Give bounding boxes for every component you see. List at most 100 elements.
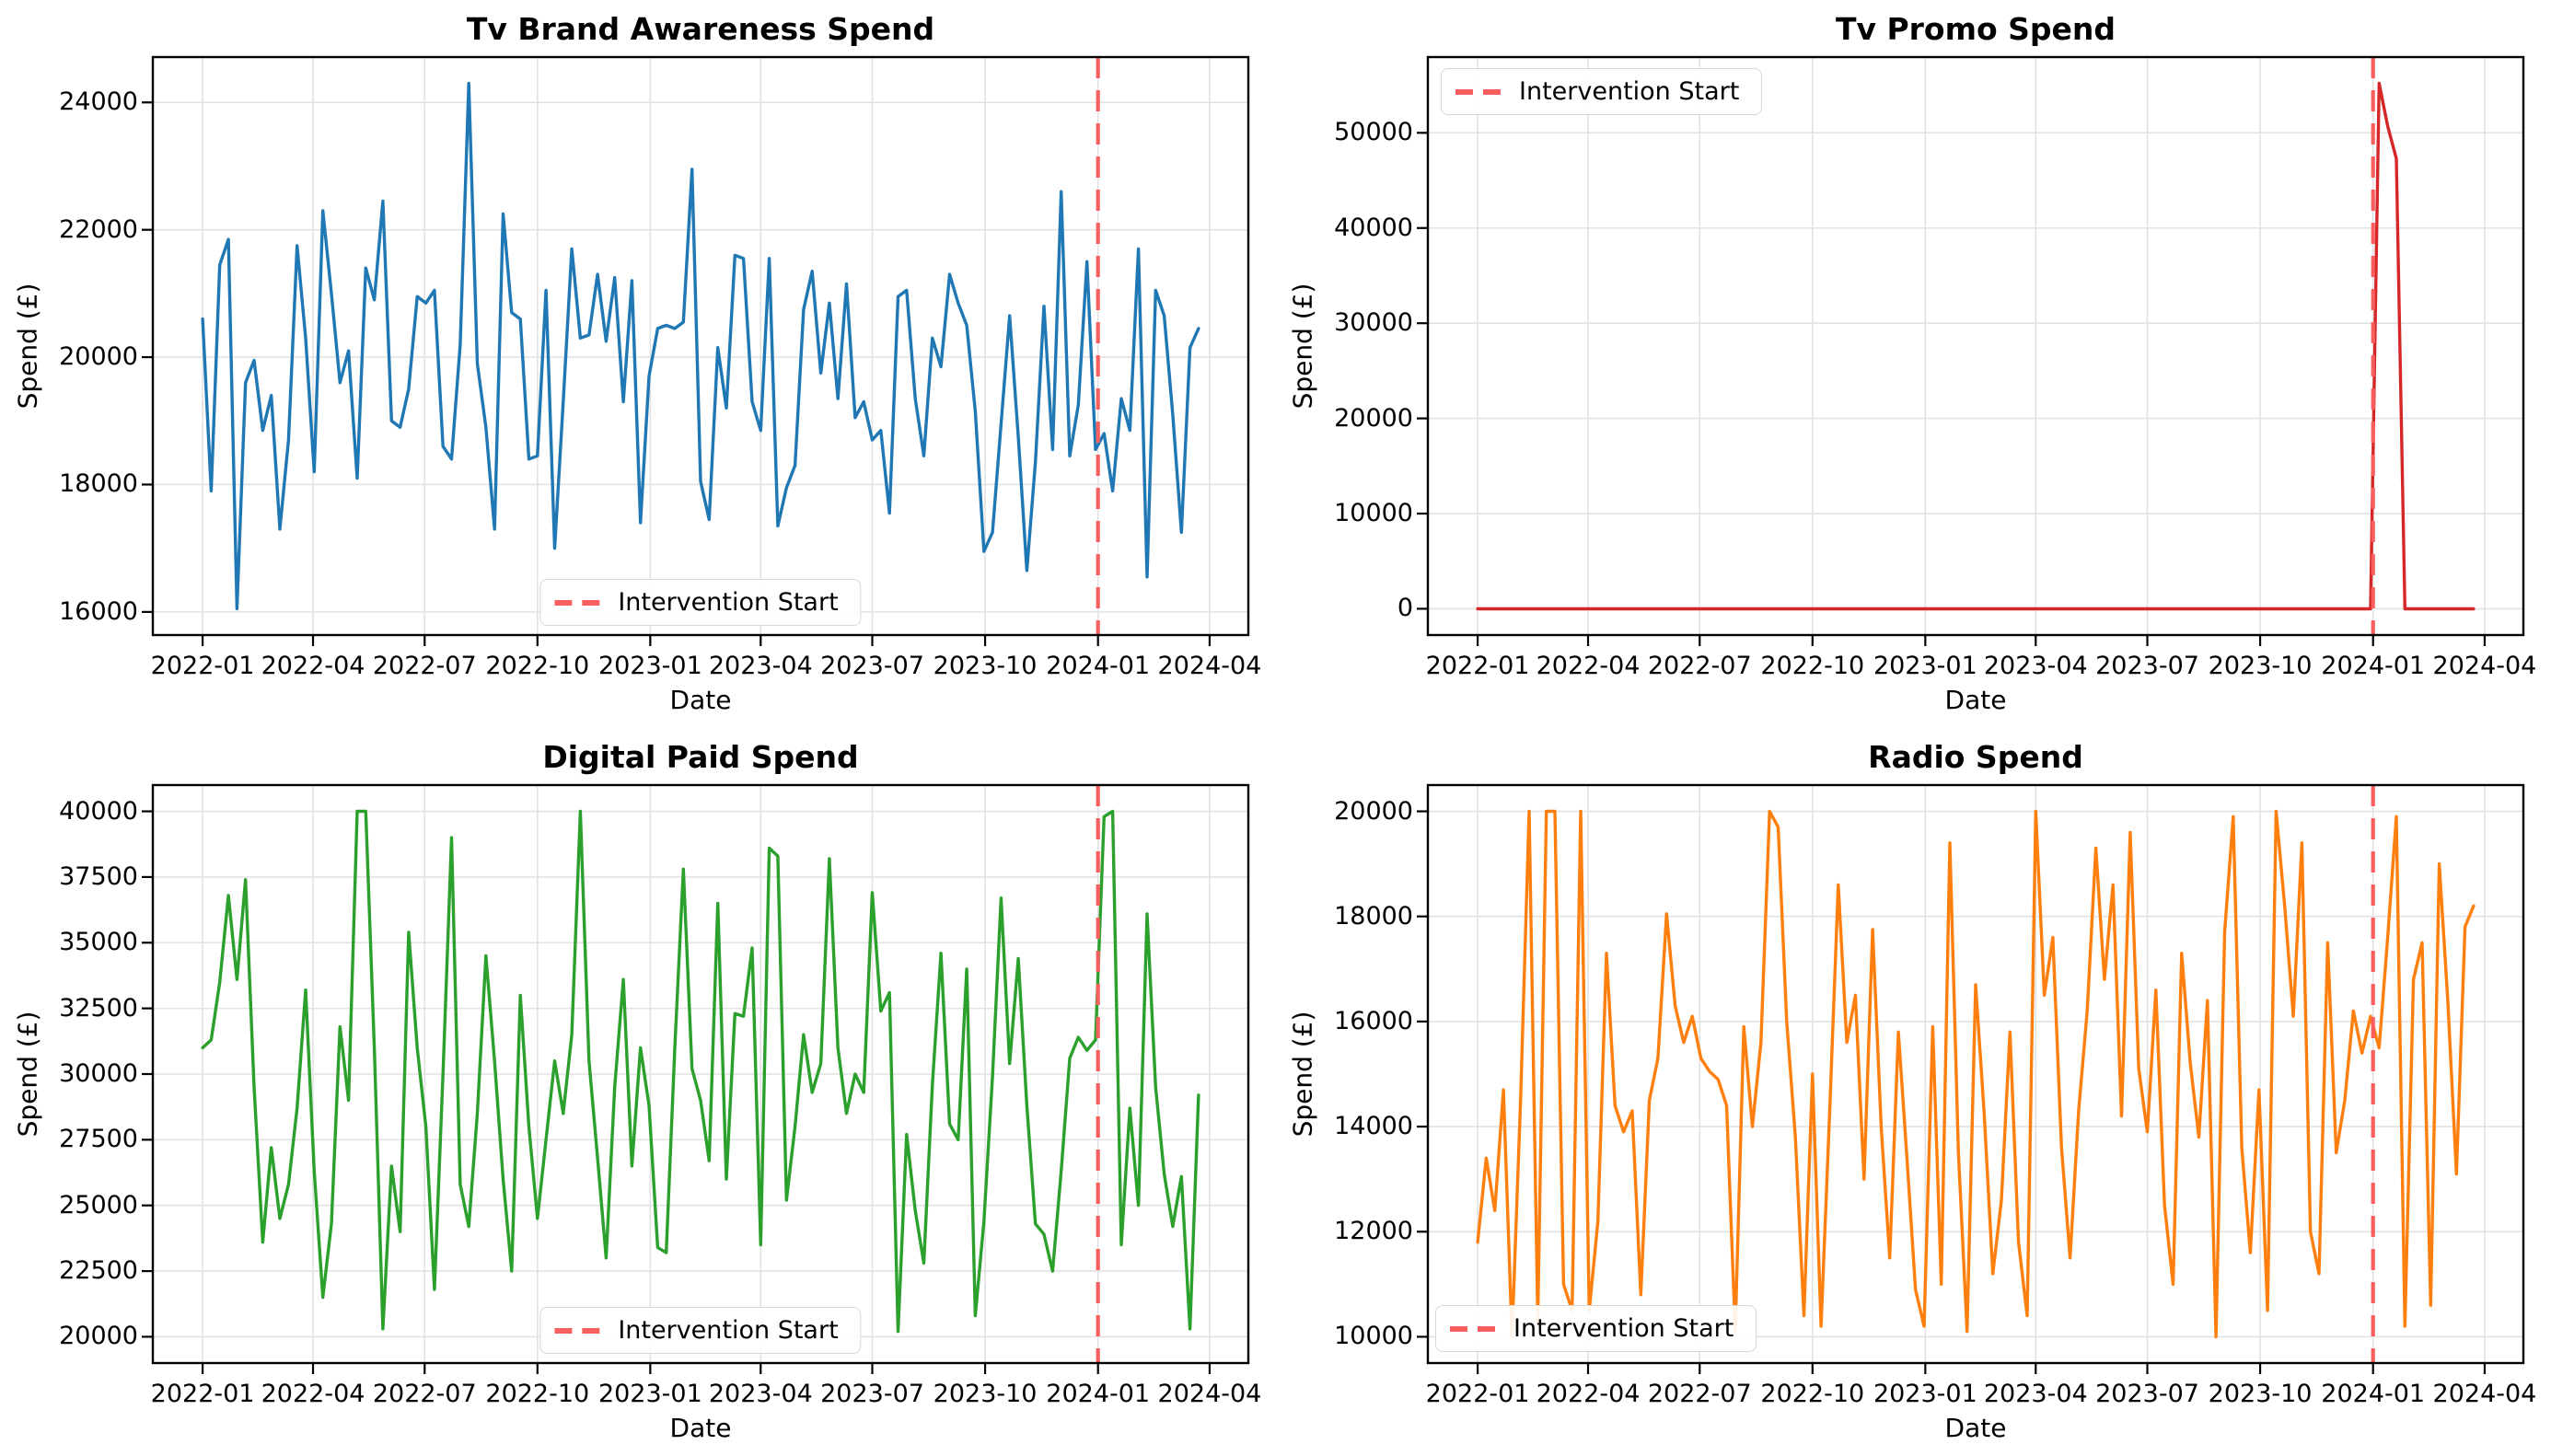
y-tick-label: 25000: [59, 1190, 138, 1219]
legend: Intervention Start: [1435, 1305, 1757, 1352]
series-line: [1476, 809, 2476, 1339]
y-tick-label: 40000: [1334, 213, 1413, 242]
plot-border: [151, 55, 1250, 637]
legend-dash-icon: [1450, 1325, 1498, 1332]
plot-border: [151, 783, 1250, 1365]
x-tick-label: 2022-10: [1760, 1380, 1865, 1408]
x-tick-label: 2023-01: [597, 1380, 702, 1408]
x-axis-label: Date: [1944, 685, 2007, 715]
y-tick-label: 20000: [59, 1322, 138, 1351]
x-axis-label: Date: [669, 1413, 732, 1443]
chart-canvas: [1417, 55, 2525, 646]
y-tick-label: 16000: [1334, 1006, 1413, 1035]
y-tick-label: 30000: [59, 1059, 138, 1088]
y-tick-label: 27500: [59, 1125, 138, 1154]
x-tick-label: 2024-01: [2321, 652, 2426, 680]
subplot-tv-promo-spend: Tv Promo Spend Spend (£) Intervention St…: [1275, 0, 2551, 728]
x-tick-label: 2024-01: [1046, 1380, 1151, 1408]
x-tick-label: 2023-10: [2208, 1380, 2313, 1408]
legend-dash-icon: [1455, 88, 1503, 95]
y-tick-label: 24000: [59, 87, 138, 117]
y-tick-label: 20000: [1334, 403, 1413, 433]
y-tick-label: 20000: [1334, 796, 1413, 826]
x-tick-label: 2023-01: [1873, 652, 1977, 680]
y-axis-label: Spend (£): [1287, 283, 1318, 410]
chart-canvas: [142, 55, 1250, 646]
legend: Intervention Start: [1441, 68, 1763, 115]
x-tick-label: 2022-07: [1647, 1380, 1752, 1408]
legend: Intervention Start: [539, 1307, 862, 1354]
x-tick-label: 2022-04: [261, 652, 365, 680]
plot-area: Intervention Start: [1417, 55, 2525, 646]
x-tick-label: 2023-04: [1983, 652, 2088, 680]
y-tick-label: 10000: [1334, 1322, 1413, 1351]
x-tick-label: 2023-10: [933, 1380, 1038, 1408]
plot-area: Intervention Start: [142, 55, 1250, 646]
y-tick-label: 35000: [59, 928, 138, 957]
x-tick-label: 2022-07: [372, 652, 477, 680]
x-axis-label: Date: [1944, 1413, 2007, 1443]
x-tick-label: 2024-04: [1157, 652, 1262, 680]
x-tick-label: 2023-01: [1873, 1380, 1977, 1408]
y-tick-label: 18000: [59, 469, 138, 499]
x-tick-label: 2024-04: [2432, 652, 2537, 680]
x-tick-label: 2023-07: [2095, 1380, 2199, 1408]
plot-area: Intervention Start: [142, 783, 1250, 1374]
x-tick-label: 2024-04: [1157, 1380, 1262, 1408]
legend: Intervention Start: [539, 579, 862, 626]
x-tick-label: 2022-01: [150, 652, 255, 680]
x-tick-label: 2023-04: [1983, 1380, 2088, 1408]
chart-canvas: [1417, 783, 2525, 1374]
x-tick-label: 2022-10: [1760, 652, 1865, 680]
x-tick-label: 2023-07: [820, 1380, 924, 1408]
y-tick-label: 22000: [59, 214, 138, 244]
series-line: [1476, 81, 2476, 611]
y-tick-label: 16000: [59, 596, 138, 626]
subplot-tv-brand-awareness-spend: Tv Brand Awareness Spend Spend (£) Inter…: [0, 0, 1275, 728]
y-tick-label: 22500: [59, 1256, 138, 1286]
y-tick-label: 0: [1397, 594, 1413, 623]
y-tick-label: 50000: [1334, 118, 1413, 147]
x-axis-label: Date: [669, 685, 732, 715]
x-tick-label: 2024-01: [1046, 652, 1151, 680]
plot-border: [1426, 55, 2525, 637]
x-tick-label: 2023-04: [708, 652, 813, 680]
chart-title: Tv Promo Spend: [1835, 11, 2116, 47]
legend-label: Intervention Start: [618, 1316, 839, 1345]
chart-canvas: [142, 783, 1250, 1374]
x-tick-label: 2022-01: [1425, 1380, 1530, 1408]
x-tick-label: 2022-10: [485, 1380, 590, 1408]
legend-label: Intervention Start: [1513, 1314, 1734, 1343]
y-tick-label: 40000: [59, 796, 138, 826]
x-tick-label: 2022-04: [1536, 652, 1641, 680]
x-tick-label: 2022-07: [372, 1380, 477, 1408]
subplot-digital-paid-spend: Digital Paid Spend Spend (£) Interventio…: [0, 728, 1275, 1456]
y-tick-label: 18000: [1334, 901, 1413, 930]
y-tick-label: 10000: [1334, 499, 1413, 528]
chart-title: Digital Paid Spend: [542, 739, 859, 775]
series-line: [201, 81, 1200, 611]
x-tick-label: 2023-07: [820, 652, 924, 680]
x-tick-label: 2024-04: [2432, 1380, 2537, 1408]
legend-label: Intervention Start: [618, 588, 839, 617]
y-tick-label: 37500: [59, 861, 138, 891]
x-tick-label: 2023-01: [597, 652, 702, 680]
y-tick-label: 30000: [1334, 308, 1413, 338]
legend-dash-icon: [554, 1327, 603, 1334]
x-tick-label: 2023-04: [708, 1380, 813, 1408]
x-tick-label: 2022-01: [1425, 652, 1530, 680]
chart-title: Tv Brand Awareness Spend: [466, 11, 935, 47]
x-tick-label: 2022-04: [261, 1380, 365, 1408]
x-tick-label: 2023-07: [2095, 652, 2199, 680]
y-tick-label: 20000: [59, 342, 138, 372]
x-tick-label: 2023-10: [2208, 652, 2313, 680]
plot-area: Intervention Start: [1417, 783, 2525, 1374]
x-tick-label: 2022-01: [150, 1380, 255, 1408]
x-tick-label: 2022-04: [1536, 1380, 1641, 1408]
series-line: [201, 809, 1200, 1334]
x-tick-label: 2022-07: [1647, 652, 1752, 680]
y-tick-label: 14000: [1334, 1112, 1413, 1141]
y-tick-label: 32500: [59, 993, 138, 1023]
chart-title: Radio Spend: [1868, 739, 2083, 775]
